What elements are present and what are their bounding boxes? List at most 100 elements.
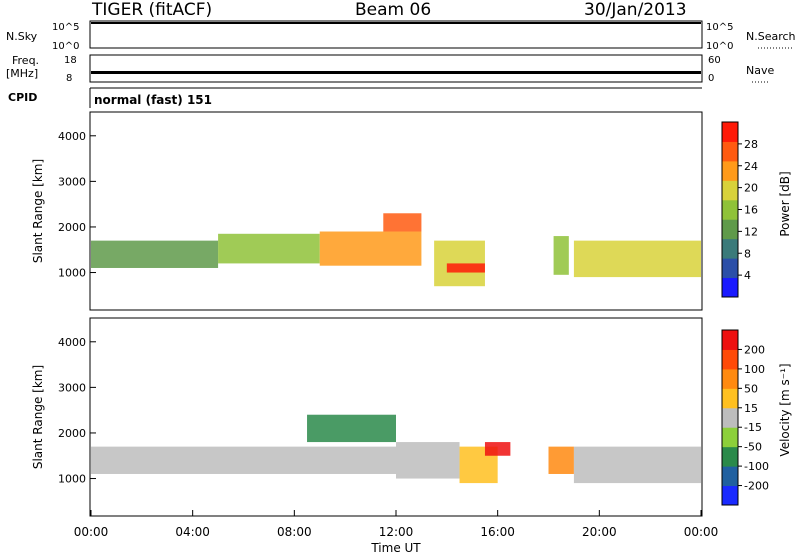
nave-tick-bottom: 0 (708, 73, 714, 84)
velocity-colorbar-tick-0: 200 (744, 343, 765, 356)
power-colorbar-swatch-0 (722, 277, 738, 298)
velocity-colorbar-swatch-8 (722, 330, 738, 350)
velocity-colorbar-tick-2: 50 (744, 382, 758, 395)
freq-label-bottom: [MHz] (6, 67, 38, 80)
velocity-marks (91, 414, 701, 484)
power-colorbar-tick-2: 20 (744, 182, 758, 195)
nave-label: Nave (746, 64, 774, 77)
nsky-panel (89, 20, 703, 49)
time-tick-1: 04:00 (175, 525, 210, 539)
velocity-colorbar-swatch-6 (722, 368, 738, 389)
time-tick-4: 16:00 (480, 525, 515, 539)
nsearch-label: N.Search (746, 30, 796, 43)
power-band-3 (383, 213, 422, 232)
power-band-7 (573, 240, 701, 278)
cpid-label: CPID (8, 91, 37, 104)
nsearch-tick-bottom: 10^0 (706, 41, 733, 52)
time-axis: 00:00 04:00 08:00 12:00 16:00 20:00 00:00 (74, 510, 719, 539)
velocity-colorbar-tick-4: -15 (744, 421, 762, 434)
power-colorbar-tick-3: 16 (744, 204, 758, 217)
time-tick-3: 12:00 (379, 525, 414, 539)
power-ytick-0: 4000 (58, 130, 86, 143)
freq-tick-bottom: 8 (66, 73, 72, 84)
velocity-colorbar-swatch-1 (722, 466, 738, 487)
velocity-colorbar-tick-7: -200 (744, 480, 769, 493)
power-colorbar-tick-4: 12 (744, 225, 758, 238)
power-band-2 (319, 231, 422, 266)
nsky-label: N.Sky (6, 30, 38, 43)
power-colorbar-tick-1: 24 (744, 160, 758, 173)
power-band-1 (218, 233, 320, 264)
power-ytick-1: 3000 (58, 175, 86, 188)
velocity-colorbar: 200 100 50 15 -15 -50 -100 -200 (721, 329, 769, 506)
freq-trace (91, 71, 701, 74)
velocity-yticks: 4000 3000 2000 1000 (58, 336, 96, 486)
power-ylabel: Slant Range [km] (31, 159, 45, 263)
velocity-colorbar-swatch-3 (722, 427, 738, 448)
nsky-tick-top: 10^5 (52, 22, 79, 33)
power-colorbar-label: Power [dB] (778, 171, 792, 236)
power-colorbar-swatch-4 (722, 199, 738, 220)
power-colorbar-swatch-3 (722, 219, 738, 240)
velocity-ytick-1: 3000 (58, 381, 86, 394)
velocity-panel: 4000 3000 2000 1000 Slant Range [km] 200 100… (31, 317, 792, 517)
power-marks (91, 213, 701, 287)
velocity-band-6 (573, 446, 701, 484)
velocity-band-1 (307, 414, 396, 443)
velocity-colorbar-tick-5: -50 (744, 441, 762, 454)
power-colorbar-tick-5: 8 (744, 247, 751, 260)
freq-tick-top: 18 (64, 55, 77, 66)
nsearch-tick-top: 10^5 (706, 22, 733, 33)
radar-title: TIGER (fitACF) (91, 0, 212, 20)
power-colorbar-swatch-1 (722, 258, 738, 279)
power-ytick-3: 1000 (58, 267, 86, 280)
power-frame (89, 111, 703, 311)
freq-panel (89, 54, 703, 83)
velocity-colorbar-swatch-0 (722, 485, 738, 506)
power-band-0 (91, 240, 219, 268)
velocity-ytick-2: 2000 (58, 427, 86, 440)
power-colorbar-tick-6: 4 (744, 269, 751, 282)
velocity-ytick-0: 4000 (58, 336, 86, 349)
power-colorbar-swatch-5 (722, 180, 738, 201)
velocity-band-4 (484, 442, 511, 456)
velocity-ytick-3: 1000 (58, 473, 86, 486)
power-panel: 4000 3000 2000 1000 Slant Range [km] 28 24 20… (31, 111, 792, 311)
power-band-5 (446, 263, 485, 273)
time-tick-2: 08:00 (277, 525, 312, 539)
date-title: 30/Jan/2013 (584, 0, 687, 20)
velocity-colorbar-swatch-7 (722, 349, 738, 370)
velocity-colorbar-swatch-4 (722, 407, 738, 428)
time-tick-0: 00:00 (74, 525, 109, 539)
power-colorbar-swatch-2 (722, 238, 738, 259)
power-ytick-2: 2000 (58, 221, 86, 234)
power-colorbar-swatch-6 (722, 160, 738, 181)
beam-title: Beam 06 (355, 0, 431, 20)
nsky-trace (91, 22, 701, 24)
velocity-band-2 (396, 442, 460, 479)
velocity-colorbar-tick-6: -100 (744, 460, 769, 473)
velocity-colorbar-tick-3: 15 (744, 402, 758, 415)
time-axis-label: Time UT (370, 541, 421, 554)
power-band-6 (553, 236, 569, 275)
velocity-band-5 (548, 446, 574, 474)
velocity-colorbar-label: Velocity [m s⁻¹] (778, 363, 792, 456)
freq-label-top: Freq. (12, 54, 39, 67)
velocity-colorbar-swatch-2 (722, 446, 738, 467)
nsky-tick-bottom: 10^0 (52, 41, 79, 52)
velocity-colorbar-tick-1: 100 (744, 363, 765, 376)
time-tick-6: 00:00 (684, 525, 719, 539)
power-colorbar-swatch-8 (722, 122, 738, 142)
cpid-mode: normal (fast) 151 (94, 93, 212, 107)
power-colorbar-tick-0: 28 (744, 138, 758, 151)
nave-tick-top: 60 (708, 55, 721, 66)
power-yticks: 4000 3000 2000 1000 (58, 130, 96, 280)
power-colorbar: 28 24 20 16 12 8 4 (721, 121, 758, 298)
velocity-colorbar-swatch-5 (722, 388, 738, 409)
power-colorbar-swatch-7 (722, 141, 738, 162)
velocity-band-0 (91, 446, 396, 474)
velocity-colorbar-frame (721, 329, 739, 506)
time-tick-5: 20:00 (582, 525, 617, 539)
velocity-ylabel: Slant Range [km] (31, 365, 45, 469)
